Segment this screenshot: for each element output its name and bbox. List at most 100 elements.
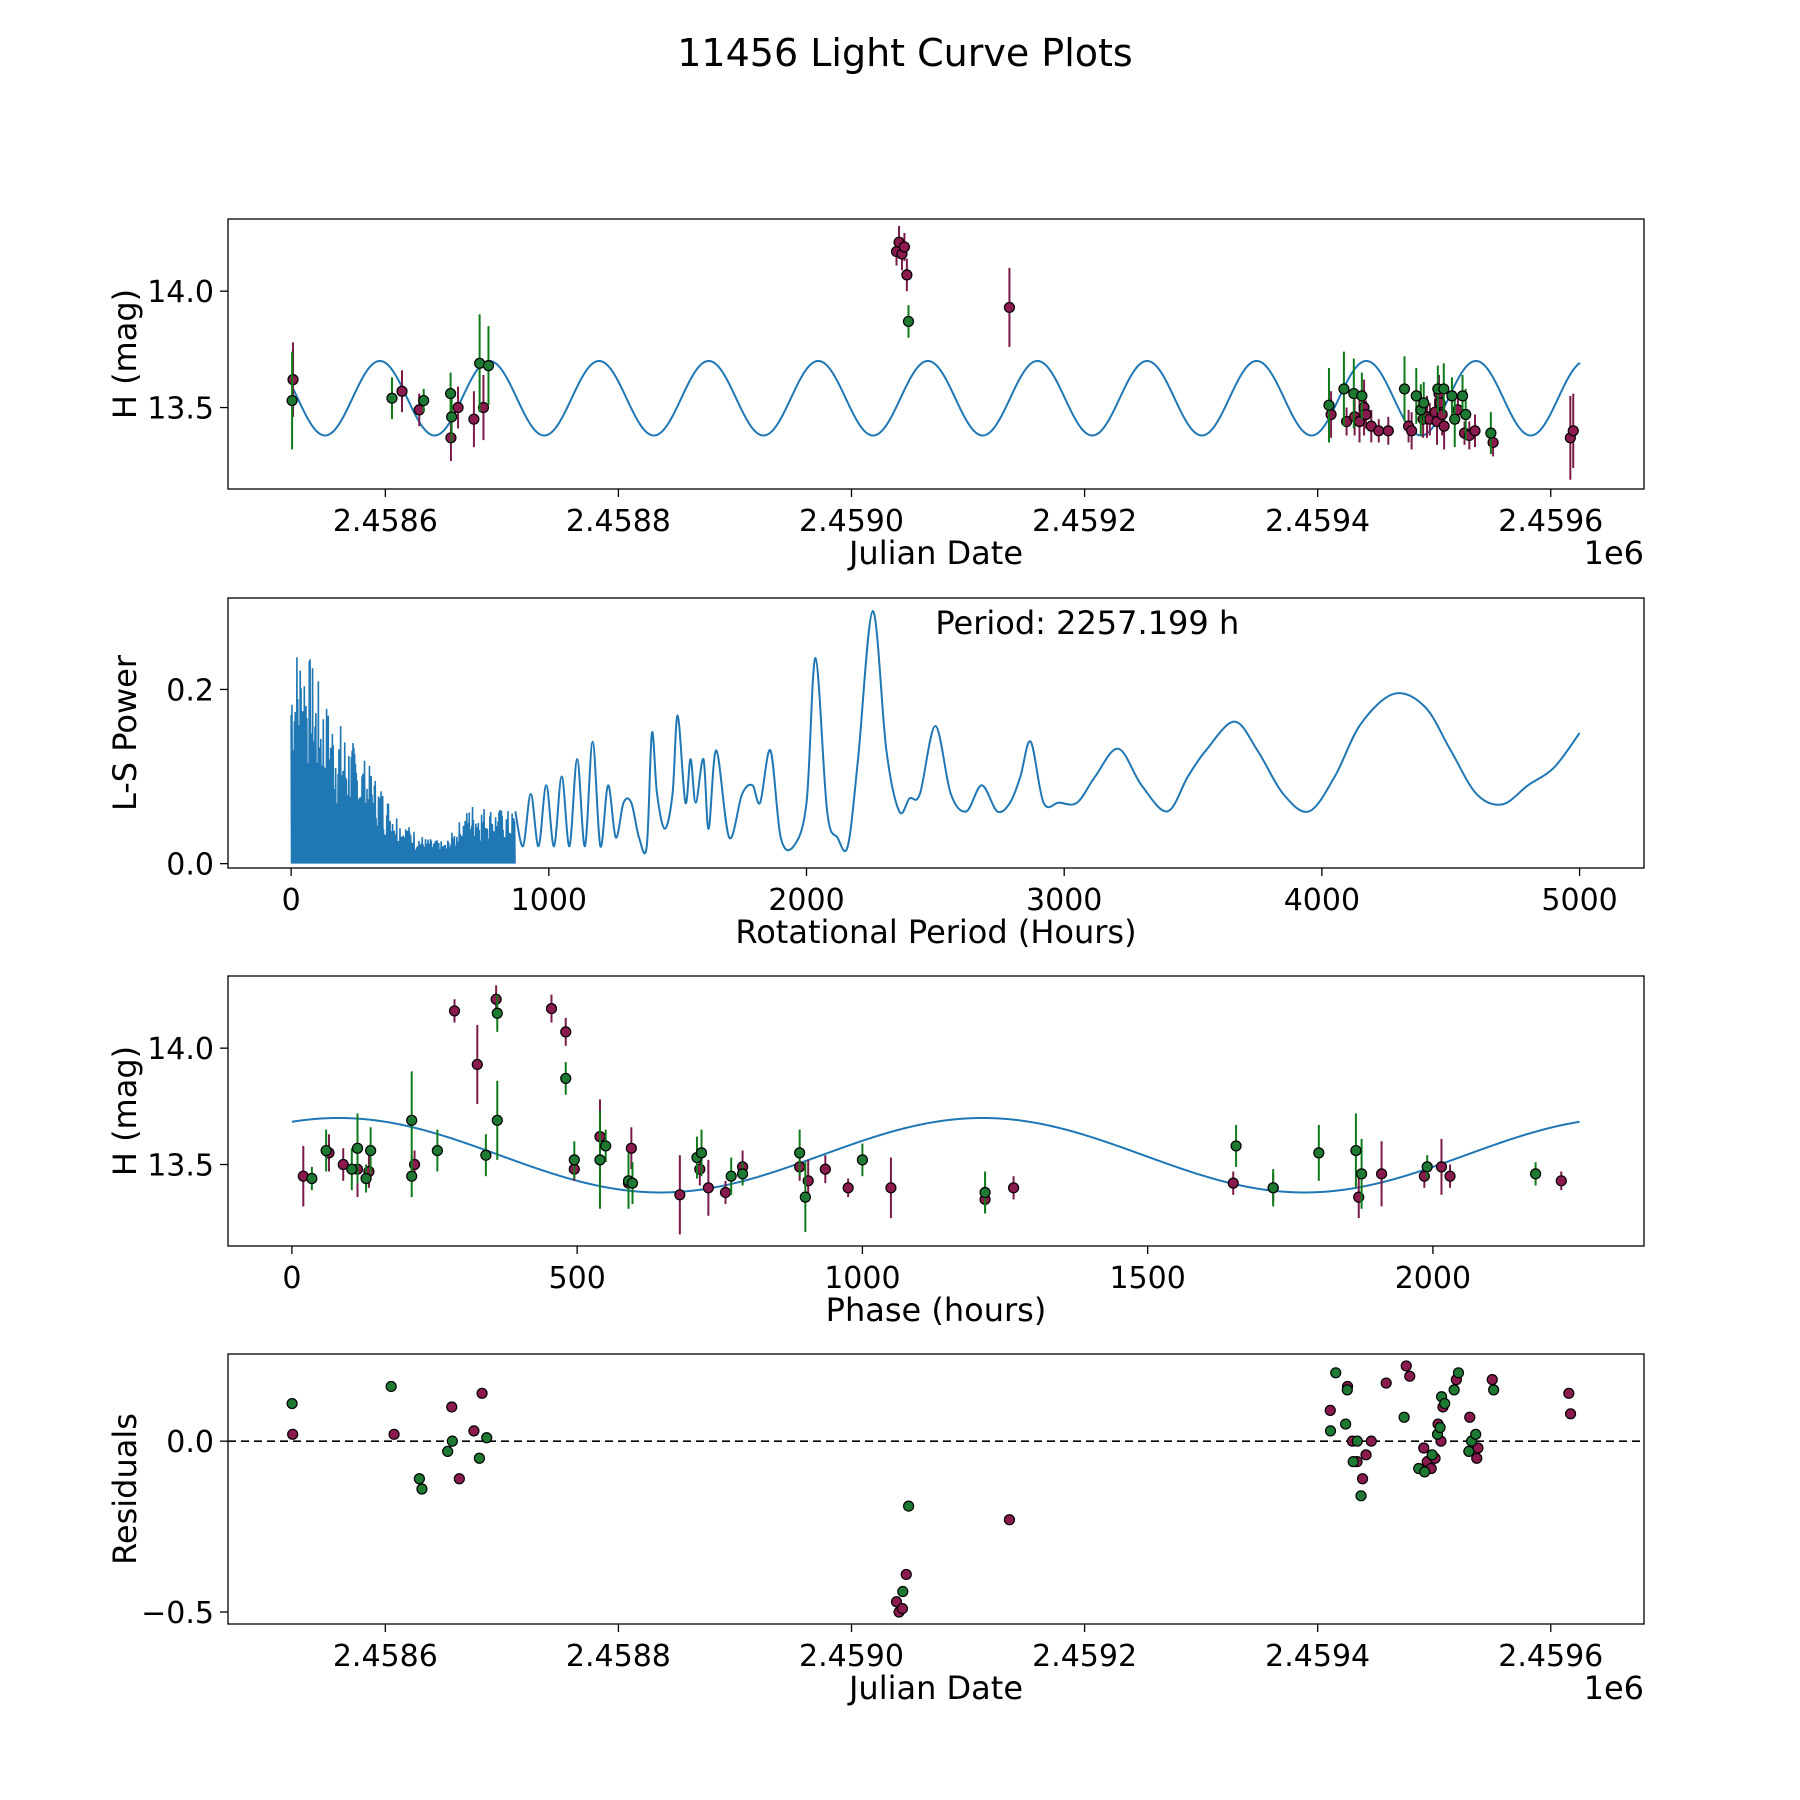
data-point-o	[468, 1425, 480, 1437]
data-point-c	[346, 1163, 358, 1175]
periodogram-line	[514, 610, 1581, 855]
model-fit-curve	[291, 359, 1581, 437]
data-point-o	[900, 1568, 912, 1581]
data-point-c	[431, 1144, 443, 1157]
data-point-c	[1355, 1490, 1367, 1502]
data-point-c	[594, 1154, 606, 1166]
data-point-c	[306, 1172, 318, 1185]
x-tick-label: 1000	[511, 883, 587, 918]
y-tick-label: −0.5	[141, 1596, 214, 1631]
data-point-c	[1460, 408, 1472, 421]
x-tick-label: 2.4592	[1032, 504, 1137, 539]
data-point-o	[896, 1603, 909, 1615]
data-point-o	[1418, 1442, 1430, 1454]
data-point-o	[1564, 1408, 1577, 1420]
data-point-c	[360, 1172, 372, 1185]
data-point-c	[560, 1072, 572, 1085]
data-point-c	[1267, 1182, 1279, 1194]
data-point-o	[490, 993, 502, 1005]
data-point-c	[406, 1114, 418, 1126]
x-offset-label: 1e6	[1584, 534, 1644, 572]
y-axis-label: H (mag)	[106, 1046, 144, 1176]
data-point-o	[1325, 408, 1337, 421]
y-tick-label: 0.0	[166, 1425, 214, 1460]
data-point-c	[1530, 1168, 1542, 1180]
data-point-c	[1434, 1421, 1446, 1434]
x-axis-label: Julian Date	[847, 1669, 1023, 1707]
data-point-c	[1488, 1384, 1500, 1396]
data-point-c	[902, 315, 915, 328]
data-point-o	[1003, 301, 1016, 314]
y-axis-label: H (mag)	[106, 289, 144, 419]
data-point-c	[1456, 390, 1469, 402]
data-point-o	[1406, 425, 1418, 437]
axes-frame	[227, 597, 1645, 869]
data-point-o	[625, 1142, 637, 1154]
data-point-o	[1404, 1370, 1416, 1382]
data-point-c	[418, 394, 430, 407]
data-point-o	[1380, 1377, 1392, 1389]
data-point-o	[1324, 1404, 1336, 1416]
data-point-c	[799, 1191, 811, 1203]
data-point-c	[897, 1585, 909, 1598]
x-tick-label: 2.4596	[1498, 1639, 1603, 1674]
data-point-c	[480, 1149, 492, 1161]
data-point-c	[444, 387, 457, 400]
x-axis-label: Phase (hours)	[826, 1291, 1047, 1329]
data-point-o	[287, 1428, 299, 1440]
x-tick-label: 2.4590	[799, 504, 904, 539]
data-point-c	[1410, 390, 1422, 402]
data-point-o	[545, 1002, 558, 1015]
data-point-o	[1375, 1168, 1388, 1180]
data-point-c	[406, 1170, 418, 1182]
x-tick-label: 2.4594	[1265, 1639, 1370, 1674]
data-point-o	[1563, 1387, 1575, 1399]
data-point-c	[1347, 1456, 1359, 1468]
period-annotation: Period: 2257.199 h	[935, 604, 1239, 642]
periodogram-panel: 0 1000 2000 3000 4000 5000 0.0 0.2 Rotational Pe…	[106, 597, 1645, 951]
x-tick-label: 2.4594	[1265, 504, 1370, 539]
data-point-o	[337, 1158, 349, 1171]
data-point-c	[416, 1483, 428, 1495]
data-point-c	[320, 1144, 332, 1157]
periodogram-noise-floor	[290, 657, 516, 864]
data-point-o	[901, 269, 913, 281]
data-point-c	[1323, 399, 1335, 411]
plot-area	[291, 985, 1580, 1235]
axes-frame	[227, 975, 1645, 1247]
data-point-o	[1464, 1411, 1476, 1423]
data-point-o	[1007, 1182, 1020, 1194]
data-point-c	[286, 1397, 298, 1410]
data-point-o	[471, 1058, 483, 1071]
data-point-c	[979, 1186, 991, 1199]
data-point-c	[1338, 383, 1350, 395]
x-offset-label: 1e6	[1584, 1669, 1644, 1707]
data-point-o	[452, 401, 464, 414]
data-point-c	[1340, 1418, 1352, 1430]
data-point-o	[1567, 425, 1579, 437]
data-point-c	[856, 1154, 869, 1166]
x-tick-label: 500	[549, 1261, 606, 1296]
x-tick-label: 4000	[1284, 883, 1360, 918]
data-point-c	[1351, 1435, 1363, 1447]
data-point-o	[819, 1163, 831, 1175]
data-point-c	[446, 411, 458, 423]
data-point-o	[1486, 1374, 1498, 1386]
x-tick-label: 2.4586	[333, 504, 438, 539]
data-point-o	[1435, 1161, 1448, 1173]
data-point-c	[482, 360, 495, 372]
data-point-o	[719, 1186, 732, 1199]
data-point-c	[568, 1154, 580, 1166]
axes-frame	[227, 1353, 1645, 1625]
data-point-c	[481, 1432, 493, 1444]
data-point-o	[468, 413, 480, 425]
y-tick-label: 14.0	[147, 275, 214, 310]
data-point-c	[491, 1114, 503, 1126]
x-axis-label: Rotational Period (Hours)	[735, 913, 1136, 951]
data-point-c	[1350, 1144, 1362, 1157]
y-axis-label: Residuals	[106, 1413, 144, 1565]
data-point-c	[1448, 1384, 1460, 1396]
data-point-o	[702, 1182, 714, 1194]
data-point-c	[1341, 1384, 1353, 1396]
x-tick-label: 2.4596	[1498, 504, 1603, 539]
